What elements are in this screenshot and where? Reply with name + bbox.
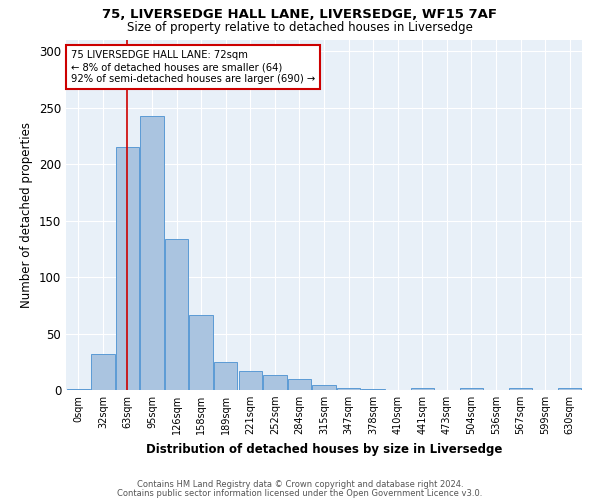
Bar <box>313 386 335 390</box>
Text: 75, LIVERSEDGE HALL LANE, LIVERSEDGE, WF15 7AF: 75, LIVERSEDGE HALL LANE, LIVERSEDGE, WF… <box>103 8 497 20</box>
Bar <box>91 354 115 390</box>
Bar <box>337 388 360 390</box>
Text: 75 LIVERSEDGE HALL LANE: 72sqm
← 8% of detached houses are smaller (64)
92% of s: 75 LIVERSEDGE HALL LANE: 72sqm ← 8% of d… <box>71 50 316 84</box>
Text: Contains HM Land Registry data © Crown copyright and database right 2024.: Contains HM Land Registry data © Crown c… <box>137 480 463 489</box>
Bar <box>509 388 532 390</box>
Bar <box>190 316 213 390</box>
Y-axis label: Number of detached properties: Number of detached properties <box>20 122 34 308</box>
Bar <box>116 148 139 390</box>
Bar <box>67 389 90 390</box>
Bar <box>214 362 238 390</box>
Bar <box>263 376 287 390</box>
Bar <box>361 389 385 390</box>
Bar <box>410 388 434 390</box>
Bar <box>140 116 164 390</box>
Bar <box>239 371 262 390</box>
Text: Contains public sector information licensed under the Open Government Licence v3: Contains public sector information licen… <box>118 489 482 498</box>
Bar <box>165 238 188 390</box>
Bar <box>558 388 581 390</box>
X-axis label: Distribution of detached houses by size in Liversedge: Distribution of detached houses by size … <box>146 442 502 456</box>
Text: Size of property relative to detached houses in Liversedge: Size of property relative to detached ho… <box>127 21 473 34</box>
Bar <box>460 388 483 390</box>
Bar <box>288 378 311 390</box>
